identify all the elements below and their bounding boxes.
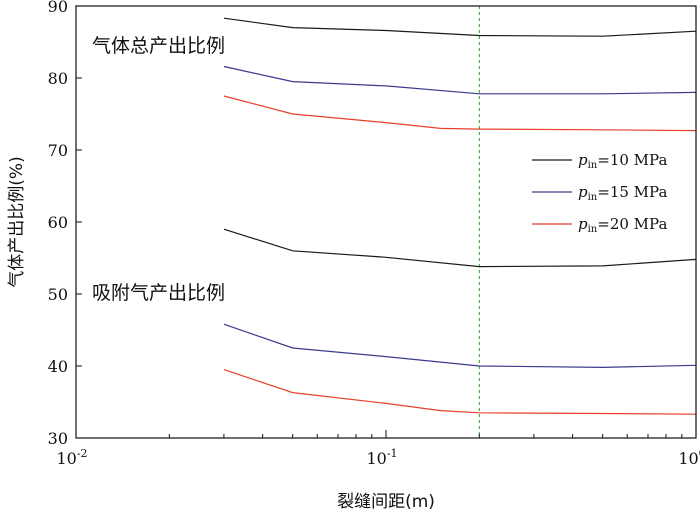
- series-line-total: [223, 95, 697, 132]
- legend-value: =20 MPa: [597, 215, 667, 233]
- x-tick-label: 100: [678, 447, 700, 468]
- annotation-total: 气体总产出比例: [92, 35, 225, 57]
- y-tick-label: 60: [48, 213, 68, 232]
- legend-symbol: p: [578, 183, 588, 201]
- legend-value: =15 MPa: [597, 183, 667, 201]
- x-tick-label: 10-2: [56, 447, 87, 468]
- x-tick-base: 10: [678, 449, 698, 468]
- x-tick-label: 10-1: [366, 447, 397, 468]
- legend-label: pin=10 MPa: [578, 151, 667, 171]
- x-tick-exponent: -1: [387, 447, 398, 460]
- series-line-adsorbed: [223, 323, 697, 369]
- y-tick-label: 90: [48, 0, 68, 16]
- legend-symbol: p: [578, 151, 588, 169]
- y-axis-label: 气体产出比例(%): [7, 156, 27, 287]
- x-tick-exponent: -2: [77, 447, 88, 460]
- legend-label: pin=20 MPa: [578, 215, 667, 235]
- y-tick-label: 40: [48, 357, 68, 376]
- series-line-total: [223, 65, 697, 95]
- legend-symbol: p: [578, 215, 588, 233]
- legend-subscript: in: [588, 224, 598, 235]
- legend-value: =10 MPa: [597, 151, 667, 169]
- y-tick-label: 50: [48, 285, 68, 304]
- series-line-total: [223, 17, 697, 37]
- x-axis-label: 裂缝间距(m): [337, 492, 435, 512]
- x-tick-base: 10: [366, 449, 386, 468]
- series-layer: [223, 17, 697, 415]
- legend-subscript: in: [588, 160, 598, 171]
- series-line-adsorbed: [223, 228, 697, 268]
- series-line-adsorbed: [223, 369, 697, 415]
- legend-subscript: in: [588, 192, 598, 203]
- x-tick-exponent: 0: [699, 447, 700, 460]
- legend-label: pin=15 MPa: [578, 183, 667, 203]
- annotation-adsorbed: 吸附气产出比例: [92, 282, 225, 304]
- x-tick-base: 10: [56, 449, 76, 468]
- y-tick-label: 70: [48, 141, 68, 160]
- y-tick-label: 80: [48, 69, 68, 88]
- y-tick-label: 30: [48, 429, 68, 448]
